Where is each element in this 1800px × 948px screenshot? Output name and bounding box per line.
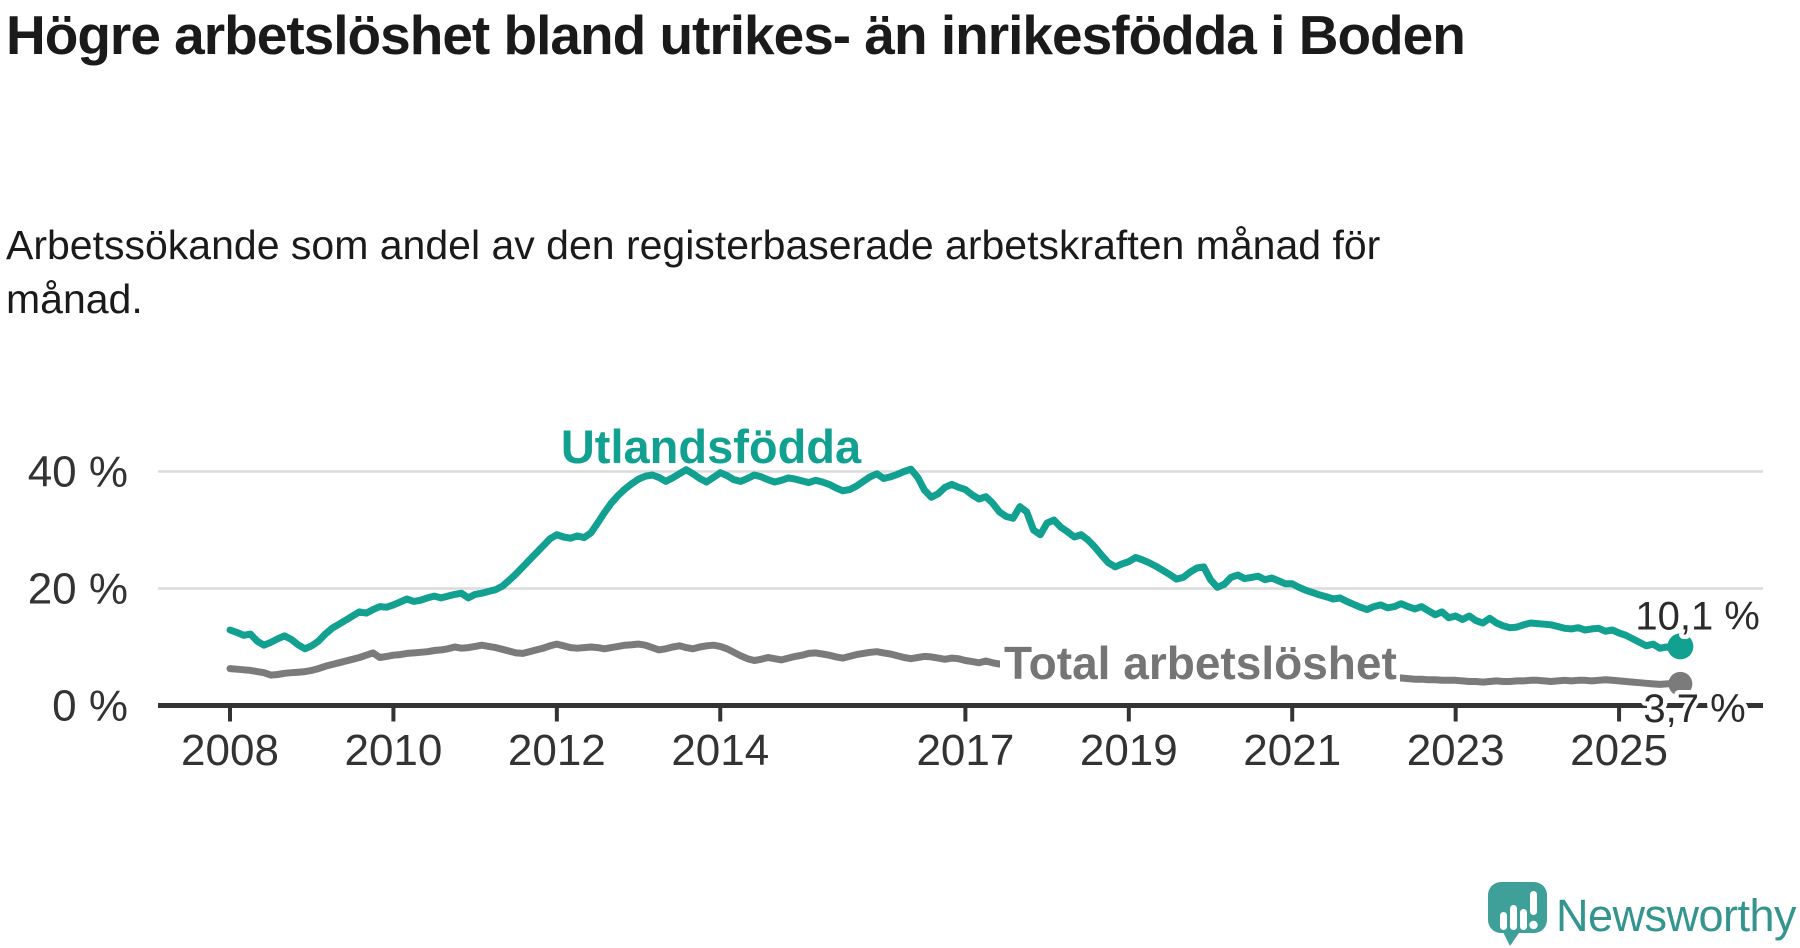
series-line-utlandsfodda [226, 465, 1684, 653]
series-labels: Utlandsfödda Total arbetslöshet [561, 420, 1400, 691]
newsworthy-logo-icon [1488, 882, 1547, 946]
y-tick-label-40: 40 % [28, 448, 128, 497]
series-label-utlandsfodda: Utlandsfödda [561, 420, 862, 473]
x-tick-label-2021: 2021 [1243, 726, 1341, 775]
x-tick-label-2017: 2017 [916, 726, 1014, 775]
end-value-total: 3,7 % [1643, 687, 1745, 731]
series-line-total [226, 640, 1684, 688]
newsworthy-logo-text: Newsworthy [1556, 890, 1797, 941]
chart-subtitle: Arbetssökande som andel av den registerb… [6, 222, 1381, 323]
series-label-total-backdrop [1000, 641, 1400, 691]
x-tick-label-2012: 2012 [508, 726, 606, 775]
series-lines [226, 465, 1684, 688]
x-tick-label-2010: 2010 [344, 726, 442, 775]
series-label-total: Total arbetslöshet [1004, 637, 1397, 689]
end-value-utlandsfodda: 10,1 % [1635, 594, 1760, 638]
end-dot-utlandsfodda [1667, 633, 1694, 660]
end-value-annotations: 10,1 % 3,7 % [1631, 590, 1765, 735]
x-tick-label-2008: 2008 [181, 726, 279, 775]
series-end-dots [1667, 633, 1694, 696]
x-tick-label-2025: 2025 [1570, 726, 1668, 775]
y-tick-label-20: 20 % [28, 565, 128, 614]
x-tick-label-2019: 2019 [1080, 726, 1178, 775]
y-tick-label-0: 0 % [52, 682, 128, 731]
gridlines [158, 470, 1763, 590]
page-title: Högre arbetslöshet bland utrikes- än inr… [6, 4, 1466, 66]
x-tick-label-2014: 2014 [671, 726, 769, 775]
newsworthy-logo: Newsworthy [1488, 882, 1798, 946]
x-tick-label-2023: 2023 [1407, 726, 1505, 775]
end-dot-total [1668, 671, 1693, 696]
x-axis: 40 % 20 % 0 % 2008 2010 2012 2014 2017 2019 2021 2… [28, 448, 1763, 775]
